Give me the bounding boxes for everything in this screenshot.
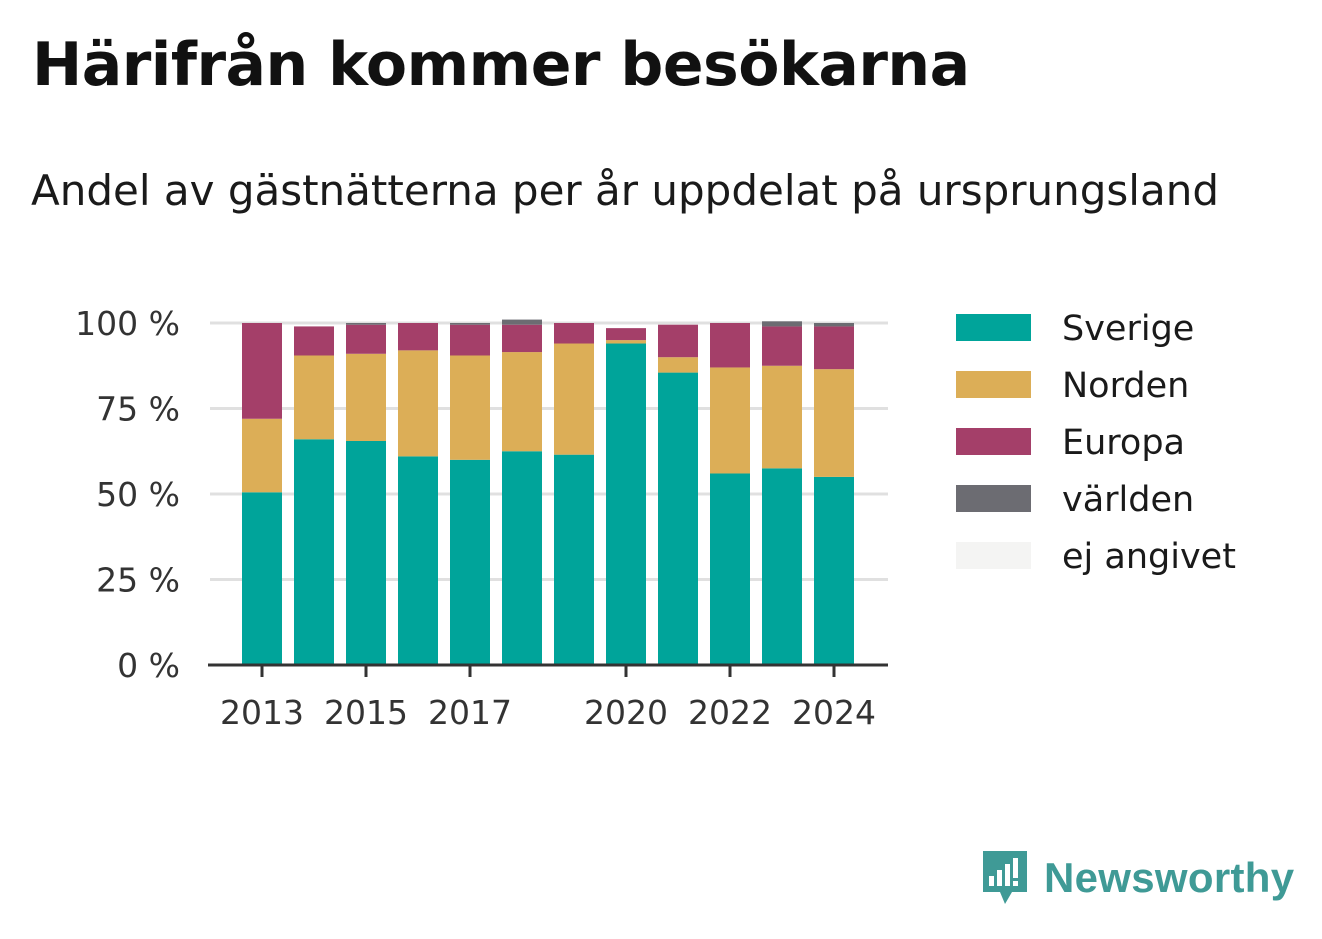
bar-segment [502, 352, 542, 452]
legend-label: ej angivet [1062, 537, 1236, 577]
bar-segment [346, 440, 386, 665]
legend-swatch [956, 542, 1031, 569]
x-tick-label: 2024 [792, 693, 876, 732]
bar-segment [398, 323, 438, 351]
bar-segment [502, 451, 542, 665]
x-tick-label: 2017 [428, 693, 512, 732]
bar-segment [346, 324, 386, 354]
bar-segment [814, 369, 854, 477]
x-tick-label: 2015 [324, 693, 408, 732]
bar-segment [762, 365, 802, 469]
y-tick-label: 50 % [96, 475, 180, 514]
bar-segment [242, 418, 282, 493]
axes: 0 % 25 % 50 % 75 % 100 % 2013 2015 2017 2020 2022… [75, 304, 888, 732]
bar-segment [554, 454, 594, 665]
bar-segment [606, 340, 646, 344]
bar-segment [398, 350, 438, 457]
bar-segment [450, 324, 490, 356]
legend-label: Sverige [1062, 309, 1194, 349]
bar-segment [346, 323, 386, 325]
x-tick-label: 2022 [688, 693, 772, 732]
legend-label: världen [1062, 480, 1194, 520]
bar-segment [762, 326, 802, 366]
bar-segment [658, 324, 698, 358]
bar-segment [710, 473, 750, 665]
bar-segment [554, 323, 594, 344]
bar-segment [814, 476, 854, 665]
bar-segment [658, 372, 698, 665]
legend-label: Norden [1062, 366, 1189, 406]
bar-segment [606, 328, 646, 341]
newsworthy-logo: Newsworthy [980, 848, 1294, 908]
bar-segment [606, 343, 646, 665]
chart-title: Härifrån kommer besökarna [32, 30, 970, 100]
bars [242, 319, 854, 665]
legend-swatch [956, 485, 1031, 512]
y-tick-label: 75 % [96, 390, 180, 429]
bar-segment [398, 456, 438, 665]
bar-segment [814, 326, 854, 370]
bar-segment [450, 323, 490, 325]
bar-segment [814, 323, 854, 327]
y-tick-label: 0 % [117, 646, 180, 685]
bar-segment [762, 321, 802, 327]
bar-segment [658, 357, 698, 373]
bar-segment [710, 367, 750, 474]
legend-swatch [956, 371, 1031, 398]
bar-segment [242, 492, 282, 665]
legend: Sverige Norden Europa världen ej angivet [956, 309, 1236, 577]
bar-segment [762, 468, 802, 665]
legend-label: Europa [1062, 423, 1185, 463]
bar-segment [294, 439, 334, 665]
bar-segment [450, 355, 490, 460]
y-tick-label: 25 % [96, 561, 180, 600]
x-tick-label: 2013 [220, 693, 304, 732]
bar-segment [450, 459, 490, 665]
bar-segment [294, 355, 334, 440]
newsworthy-logo-icon [983, 851, 1027, 904]
bar-segment [554, 343, 594, 455]
y-tick-label: 100 % [75, 304, 180, 343]
bar-segment [502, 319, 542, 325]
bar-segment [710, 323, 750, 368]
brand-name: Newsworthy [1044, 854, 1295, 901]
bar-segment [502, 324, 542, 353]
chart-subtitle: Andel av gästnätterna per år uppdelat på… [31, 166, 1219, 215]
x-tick-label: 2020 [584, 693, 668, 732]
bar-segment [294, 326, 334, 356]
bar-segment [242, 323, 282, 419]
legend-swatch [956, 428, 1031, 455]
bar-segment [346, 353, 386, 441]
legend-swatch [956, 314, 1031, 341]
